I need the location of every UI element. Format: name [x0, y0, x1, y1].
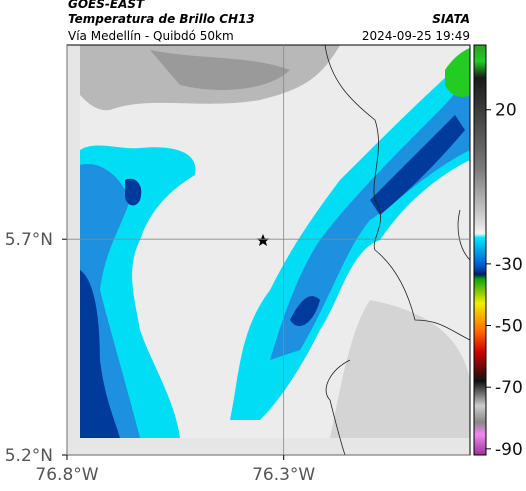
colorbar-tick-label: -30 — [495, 255, 523, 275]
x-tick-label: 76.8°W — [35, 465, 98, 485]
colorbar — [473, 44, 487, 456]
colorbar-tick-label: -50 — [495, 317, 523, 337]
title: GOES-EAST — [68, 0, 145, 11]
colorbar-tick-label: -90 — [495, 440, 523, 460]
colorbar-tick-label: -70 — [495, 378, 523, 398]
route: Vía Medellín - Quibdó 50km — [68, 29, 234, 43]
imagery — [67, 45, 470, 455]
y-tick-label: 5.2°N — [5, 446, 53, 466]
y-tick-label: 5.7°N — [5, 230, 53, 250]
subtitle: Temperatura de Brillo CH13 — [68, 12, 255, 26]
location-marker — [256, 234, 270, 246]
x-tick-label: 76.3°W — [252, 465, 315, 485]
source: SIATA — [432, 12, 470, 26]
timestamp: 2024-09-25 19:49 — [362, 29, 470, 43]
colorbar-tick-label: 20 — [495, 101, 517, 121]
